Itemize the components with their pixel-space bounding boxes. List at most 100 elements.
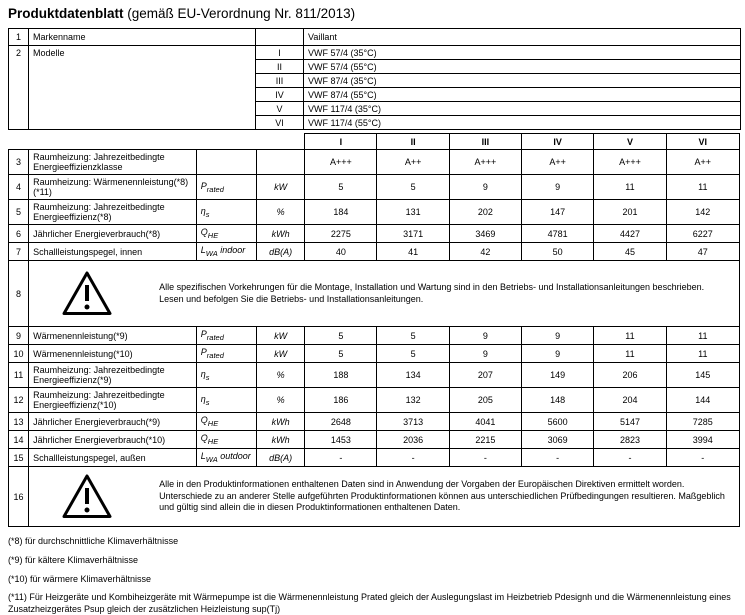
value-cell: 2648	[304, 412, 378, 431]
value-cell: 11	[665, 326, 741, 345]
row-number: 4	[7, 174, 30, 200]
row-number: 3	[7, 149, 30, 175]
parameter-symbol: Prated	[195, 326, 258, 345]
models-label: Modelle	[28, 45, 256, 130]
symbol-base: P	[200, 329, 207, 340]
value-cell: 201	[593, 199, 667, 225]
unit: kW	[255, 344, 306, 363]
unit: kW	[255, 174, 306, 200]
value-cell: 207	[448, 362, 523, 388]
table-row: 2 Modelle I VWF 57/4 (35°C)	[8, 45, 741, 130]
value-cell: A++	[521, 149, 595, 175]
value-cell: 5	[304, 174, 378, 200]
value-cell: 205	[448, 387, 523, 413]
notice-cell: Alle in den Produktinformationen enthalt…	[28, 466, 740, 527]
parameter-label: Wärmenennleistung(*10)	[28, 344, 197, 363]
parameter-symbol: ηs	[195, 199, 258, 225]
notice-text: Alle in den Produktinformationen enthalt…	[159, 478, 725, 513]
table-row: 3 Raumheizung: Jahrezeitbedingte Energiee…	[7, 149, 741, 175]
value-cell: -	[448, 448, 523, 467]
main-table-body: I II III IV V VI 3 Raumheizung: Jahrezeitbeding…	[7, 133, 741, 527]
value-cell: 147	[521, 199, 595, 225]
page-title-regulation: (gemäß EU-Verordnung Nr. 811/2013)	[127, 6, 356, 21]
value-cell: 3069	[521, 430, 595, 449]
value-cell: 2215	[448, 430, 523, 449]
symbol-base: P	[200, 180, 207, 191]
value-cell: 4781	[521, 224, 595, 243]
value-cell: 2275	[304, 224, 378, 243]
symbol-subscript: s	[205, 372, 210, 382]
symbol-subscript: rated	[206, 350, 224, 360]
unit: kWh	[255, 430, 306, 449]
value-cell: A++	[376, 149, 450, 175]
model-name: VWF 117/4 (55°C)	[303, 115, 741, 130]
value-cell: -	[304, 448, 378, 467]
model-name: VWF 117/4 (35°C)	[303, 101, 741, 116]
header-spacer	[9, 134, 29, 150]
column-header-row: I II III IV V VI	[9, 133, 741, 150]
value-cell: A+++	[304, 149, 378, 175]
unit: %	[255, 362, 306, 388]
value-cell: 142	[665, 199, 741, 225]
model-name: VWF 87/4 (55°C)	[303, 87, 741, 102]
symbol-base: η	[200, 393, 206, 404]
value-cell: 5147	[593, 412, 667, 431]
table-row: 10 Wärmenennleistung(*10) Prated kW 5 5 9 9 11 11	[7, 344, 741, 363]
value-cell: 186	[304, 387, 378, 413]
unit: kWh	[255, 224, 306, 243]
value-cell: 131	[376, 199, 450, 225]
value-cell: 5	[304, 344, 378, 363]
row-number: 9	[7, 326, 30, 345]
model-key: VI	[255, 115, 304, 130]
value-cell: -	[521, 448, 595, 467]
unit: kW	[255, 326, 306, 345]
value-cell: 9	[448, 174, 523, 200]
value-cell: 9	[448, 344, 523, 363]
value-cell: 132	[376, 387, 450, 413]
value-cell: 145	[665, 362, 741, 388]
brand-key-cell	[255, 28, 304, 46]
value-cell: 9	[521, 326, 595, 345]
page-title-main: Produktdatenblatt	[8, 6, 124, 21]
symbol-base: Q	[200, 227, 208, 238]
value-cell: 47	[665, 242, 741, 261]
unit	[255, 149, 306, 175]
value-cell: 3171	[376, 224, 450, 243]
value-cell: 40	[304, 242, 378, 261]
footnote: (*8) für durchschnittliche Klimaverhältn…	[8, 536, 179, 546]
row-number: 11	[7, 362, 30, 388]
value-cell: A+++	[448, 149, 523, 175]
value-cell: 2036	[376, 430, 450, 449]
footnotes: (*8) für durchschnittliche Klimaverhältn…	[8, 536, 740, 615]
symbol-subscript: HE	[207, 436, 219, 446]
symbol-suffix: indoor	[217, 245, 246, 256]
column-header: III	[448, 133, 523, 150]
value-cell: -	[593, 448, 667, 467]
footnote: (*9) für kältere Klimaverhältnisse	[8, 554, 139, 565]
value-cell: 144	[665, 387, 741, 413]
value-cell: 3994	[665, 430, 741, 449]
row-number: 14	[7, 430, 30, 449]
parameter-symbol: ηs	[195, 362, 258, 388]
table-row: 8 Alle spezifischen Vorkehrungen für die…	[7, 260, 740, 327]
value-cell: A++	[665, 149, 741, 175]
value-cell: 5	[304, 326, 378, 345]
notice: Alle in den Produktinformationen enthalt…	[35, 473, 733, 520]
symbol-base: P	[200, 347, 207, 358]
value-cell: 7285	[665, 412, 741, 431]
symbol-subscript: s	[205, 209, 210, 219]
warning-triangle-icon	[62, 474, 112, 518]
value-cell: 9	[521, 174, 595, 200]
value-cell: 134	[376, 362, 450, 388]
parameter-symbol: ηs	[195, 387, 258, 413]
model-key: IV	[255, 87, 304, 102]
row-number: 10	[7, 344, 30, 363]
row-number: 5	[7, 199, 30, 225]
table-row: 5 Raumheizung: Jahrezeitbedingte Energiee…	[7, 199, 741, 225]
value-cell: 4427	[593, 224, 667, 243]
symbol-base: L	[200, 245, 206, 256]
model-key: I	[255, 45, 304, 60]
symbol-subscript: WA	[205, 248, 218, 258]
column-header: I	[304, 133, 378, 150]
symbol-subscript: WA	[205, 454, 218, 464]
